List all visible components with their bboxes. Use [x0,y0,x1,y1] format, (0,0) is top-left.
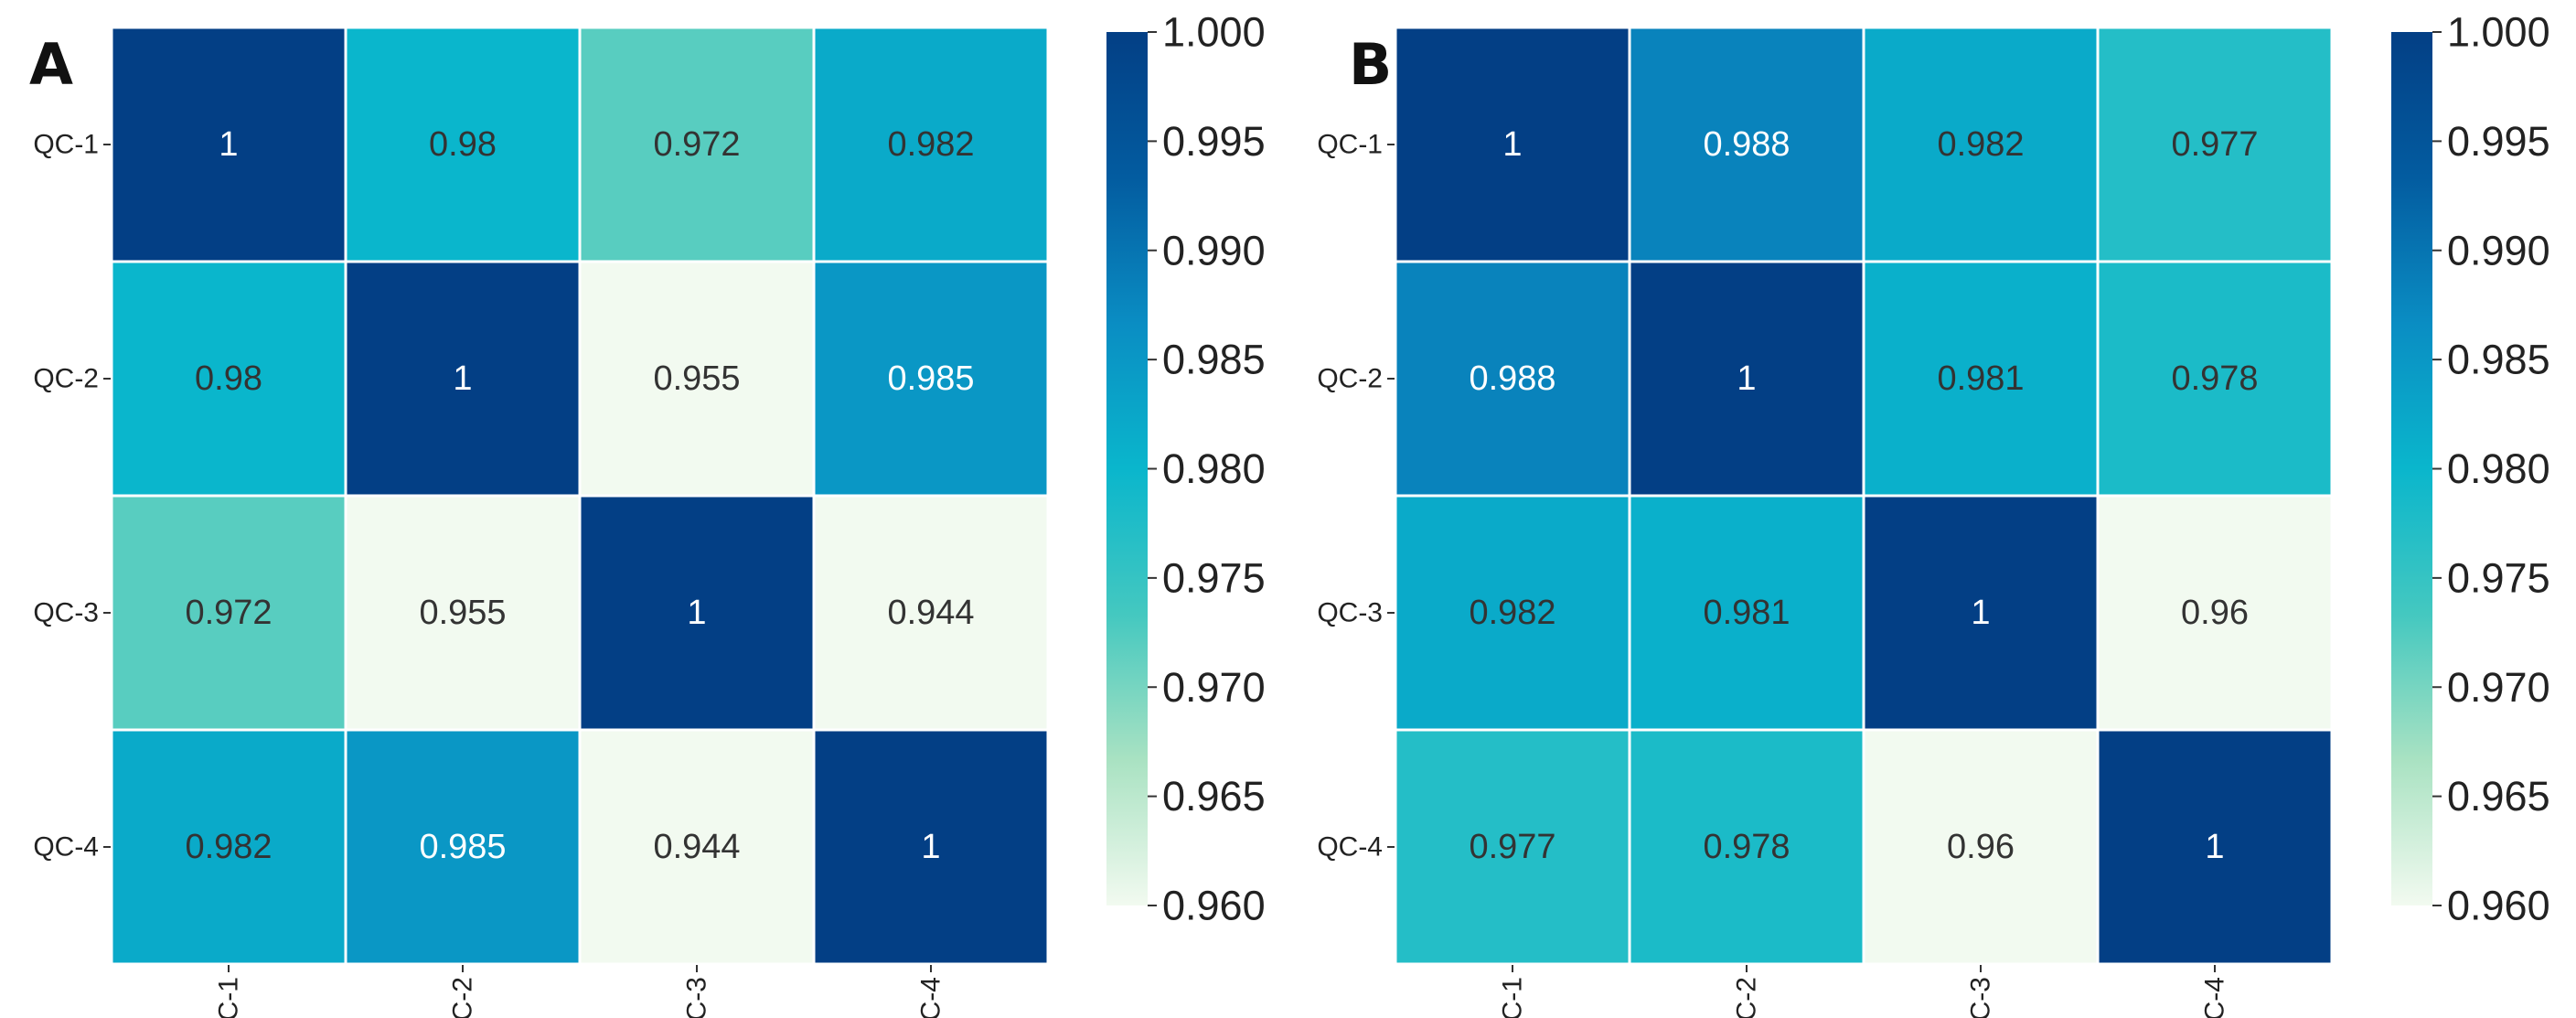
heatmap-cell [812,260,1050,498]
y-tick-label: QC-1 [1317,130,1383,160]
heatmap-cell [812,494,1050,732]
cell-value-label: 0.982 [185,828,272,866]
y-tick-label: QC-2 [1317,364,1383,394]
panel-label: A [29,31,73,98]
cell-value-label: 0.955 [419,594,506,632]
cell-value-label: 1 [921,828,940,866]
colorbar-tick-label: 0.995 [2447,118,2550,165]
cell-value-label: 0.944 [653,828,740,866]
colorbar-tick-label: 0.965 [1162,773,1266,820]
cell-value-label: 0.988 [1469,359,1555,398]
cell-value-label: 1 [687,594,706,632]
colorbar-tick-label: 0.975 [2447,554,2550,601]
x-tick-label: QC-4 [2200,977,2230,1018]
heatmap-cell [2096,494,2334,732]
colorbar-tick-label: 0.980 [2447,445,2550,492]
cell-value-label: 0.981 [1703,594,1790,632]
colorbar-tick-label: 0.995 [1162,118,1266,165]
heatmap-cell [110,260,347,498]
x-tick-label: QC-3 [1966,977,1996,1018]
colorbar-tick-label: 0.990 [1162,227,1266,273]
colorbar-tick-label: 0.985 [1162,337,1266,383]
heatmap-cell [344,260,582,498]
colorbar-tick-label: 0.990 [2447,227,2550,273]
heatmap-cell [2096,26,2334,263]
heatmap-cell [2096,728,2334,966]
cell-value-label: 1 [1737,359,1756,398]
x-tick-label: QC-2 [448,977,478,1018]
heatmap-panel-b: B 1 0.988 0.982 0.977 0.988 1 0.981 0.978 0.982 0.… [1317,9,2549,1018]
heatmap-cell [2096,260,2334,498]
cell-value-label: 0.977 [1469,828,1555,866]
heatmap-cell [1394,26,1631,263]
colorbar-tick-label: 0.975 [1162,554,1266,601]
cell-value-label: 0.98 [195,359,262,398]
cell-value-label: 0.96 [1947,828,2015,866]
y-tick-label: QC-1 [33,130,99,160]
heatmap-cell [1628,494,1865,732]
colorbar-tick-label: 0.970 [1162,664,1266,711]
heatmap-cell [344,494,582,732]
x-tick-label: QC-1 [214,977,244,1018]
cell-value-label: 0.96 [2181,594,2249,632]
cell-value-label: 1 [1502,125,1522,164]
cell-value-label: 1 [2205,828,2224,866]
heatmap-cell [578,26,816,263]
cell-value-label: 0.978 [2171,359,2258,398]
cell-value-label: 0.978 [1703,828,1790,866]
heatmap-cell [344,728,582,966]
y-tick-label: QC-2 [33,364,99,394]
colorbar-tick-label: 1.000 [1162,9,1266,56]
colorbar-tick-label: 0.965 [2447,773,2550,820]
colorbar [2391,32,2432,905]
cell-value-label: 0.955 [653,359,740,398]
cell-value-label: 0.982 [1937,125,2024,164]
colorbar-tick-label: 0.970 [2447,664,2550,711]
cell-value-label: 0.977 [2171,125,2258,164]
cell-value-label: 0.982 [1469,594,1555,632]
heatmap-panel-a: A 1 0.98 0.972 0.982 0.98 1 0.955 0.985 0.972 0.95… [29,9,1266,1018]
heatmap-cell [812,26,1050,263]
colorbar-tick-label: 1.000 [2447,9,2550,56]
cell-value-label: 1 [453,359,472,398]
cell-value-label: 1 [219,125,238,164]
x-tick-label: QC-1 [1498,977,1528,1018]
y-tick-label: QC-4 [33,832,99,863]
heatmap-cell [1394,728,1631,966]
x-tick-label: QC-3 [682,977,712,1018]
colorbar-tick-label: 0.960 [2447,883,2550,929]
heatmap-cell [110,26,347,263]
cell-value-label: 0.981 [1937,359,2024,398]
y-tick-label: QC-3 [33,598,99,628]
heatmap-cell [1862,728,2100,966]
heatmap-cell [1394,260,1631,498]
x-tick-label: QC-4 [916,977,946,1018]
cell-value-label: 0.972 [185,594,272,632]
cell-value-label: 0.982 [887,125,974,164]
y-tick-label: QC-4 [1317,832,1383,863]
cell-value-label: 1 [1971,594,1990,632]
heatmap-cell [1862,260,2100,498]
heatmap-cell [1628,260,1865,498]
heatmap-cell [812,728,1050,966]
cell-value-label: 0.985 [887,359,974,398]
cell-value-label: 0.98 [429,125,497,164]
heatmap-cell [344,26,582,263]
heatmap-cell [1394,494,1631,732]
x-tick-label: QC-2 [1732,977,1762,1018]
heatmap-cell [110,728,347,966]
heatmap-cell [1862,26,2100,263]
colorbar-tick-label: 0.960 [1162,883,1266,929]
cell-value-label: 0.988 [1703,125,1790,164]
colorbar-tick-label: 0.985 [2447,337,2550,383]
cell-value-label: 0.972 [653,125,740,164]
cell-value-label: 0.944 [887,594,974,632]
colorbar [1106,32,1148,905]
panel-label: B [1349,31,1392,98]
y-tick-label: QC-3 [1317,598,1383,628]
cell-value-label: 0.985 [419,828,506,866]
colorbar-tick-label: 0.980 [1162,445,1266,492]
